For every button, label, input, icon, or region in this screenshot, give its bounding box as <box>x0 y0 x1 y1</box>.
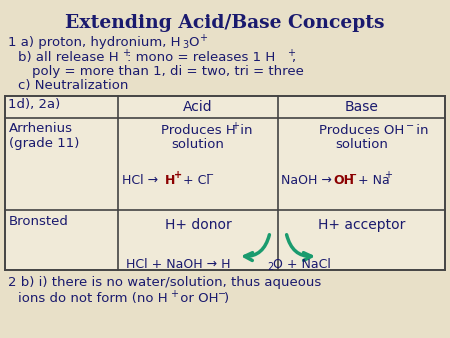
Text: O + NaCl: O + NaCl <box>273 258 331 271</box>
Text: Produces H: Produces H <box>161 124 235 137</box>
Text: Arrhenius
(grade 11): Arrhenius (grade 11) <box>9 122 79 150</box>
Text: +: + <box>199 33 207 43</box>
Text: 1d), 2a): 1d), 2a) <box>8 98 60 111</box>
Text: Produces OH: Produces OH <box>319 124 404 137</box>
Text: NaOH →: NaOH → <box>281 174 336 187</box>
Text: b) all release H: b) all release H <box>18 51 119 64</box>
Text: c) Neutralization: c) Neutralization <box>18 79 128 92</box>
Text: ions do not form (no H: ions do not form (no H <box>18 292 167 305</box>
Text: +: + <box>287 48 295 58</box>
Text: H: H <box>165 174 176 187</box>
Text: solution: solution <box>335 138 388 151</box>
Text: solution: solution <box>171 138 225 151</box>
Text: +: + <box>170 289 178 299</box>
Text: 1 a) proton, hydronium, H: 1 a) proton, hydronium, H <box>8 36 180 49</box>
Text: in: in <box>236 124 252 137</box>
Text: ): ) <box>224 292 229 305</box>
Text: + Cl: + Cl <box>179 174 210 187</box>
Text: −: − <box>206 170 214 180</box>
Text: O: O <box>188 36 198 49</box>
Text: : mono = releases 1 H: : mono = releases 1 H <box>127 51 275 64</box>
Text: 2 b) i) there is no water/solution, thus aqueous: 2 b) i) there is no water/solution, thus… <box>8 276 321 289</box>
Text: poly = more than 1, di = two, tri = three: poly = more than 1, di = two, tri = thre… <box>32 65 304 78</box>
Text: HCl →: HCl → <box>122 174 162 187</box>
Text: Extending Acid/Base Concepts: Extending Acid/Base Concepts <box>65 14 385 32</box>
Text: OH: OH <box>333 174 354 187</box>
Text: +: + <box>384 170 392 180</box>
Text: +: + <box>174 170 182 180</box>
Text: −: − <box>218 289 226 299</box>
Text: H+ acceptor: H+ acceptor <box>318 218 405 232</box>
FancyArrowPatch shape <box>287 235 311 261</box>
Text: H+ donor: H+ donor <box>165 218 231 232</box>
Text: 2: 2 <box>267 262 273 272</box>
Text: −: − <box>405 121 414 131</box>
Text: Acid: Acid <box>183 100 213 114</box>
Text: in: in <box>411 124 428 137</box>
Text: + Na: + Na <box>354 174 390 187</box>
Text: +: + <box>231 121 239 131</box>
Text: +: + <box>122 48 130 58</box>
Text: ,: , <box>291 51 295 64</box>
Text: 3: 3 <box>182 40 188 50</box>
Text: −: − <box>349 170 357 180</box>
FancyArrowPatch shape <box>245 235 270 261</box>
Text: or OH: or OH <box>176 292 219 305</box>
Text: HCl + NaOH → H: HCl + NaOH → H <box>126 258 230 271</box>
Text: Base: Base <box>345 100 378 114</box>
Text: Bronsted: Bronsted <box>9 215 69 228</box>
Bar <box>5 96 445 270</box>
